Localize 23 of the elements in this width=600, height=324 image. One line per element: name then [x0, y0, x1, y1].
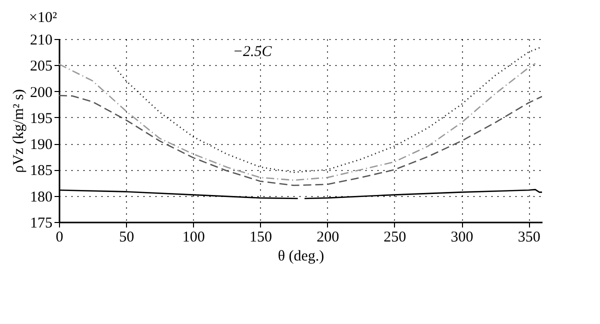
x-tick-label: 100 [182, 230, 205, 246]
annotation: −2.5C [232, 44, 273, 60]
y-tick-label: 175 [30, 216, 52, 232]
text: ×10² [29, 10, 58, 26]
y-axis-title: ρVz (kg/m² s) [11, 89, 27, 173]
line-series [114, 46, 542, 173]
x-tick-label: 300 [450, 230, 474, 246]
line-series [59, 94, 542, 186]
y-tick-label: 195 [30, 110, 52, 127]
y-tick-label: 190 [30, 137, 52, 154]
x-tick-label: 150 [250, 230, 272, 246]
line-series [59, 62, 536, 181]
y-tick-label: 180 [30, 189, 52, 206]
y-tick-label: 205 [30, 58, 52, 75]
x-tick-label: 50 [119, 230, 134, 246]
x-tick-label: 350 [518, 230, 540, 246]
x-axis-title: θ (deg.) [278, 248, 324, 264]
x-tick-label: 0 [56, 230, 64, 246]
x-tick-label: 200 [316, 230, 340, 246]
x-tick-label: 250 [384, 230, 406, 246]
y-tick-label: 185 [30, 163, 52, 180]
y-tick-label: 200 [30, 84, 52, 101]
y-tick-label: 210 [30, 32, 52, 48]
